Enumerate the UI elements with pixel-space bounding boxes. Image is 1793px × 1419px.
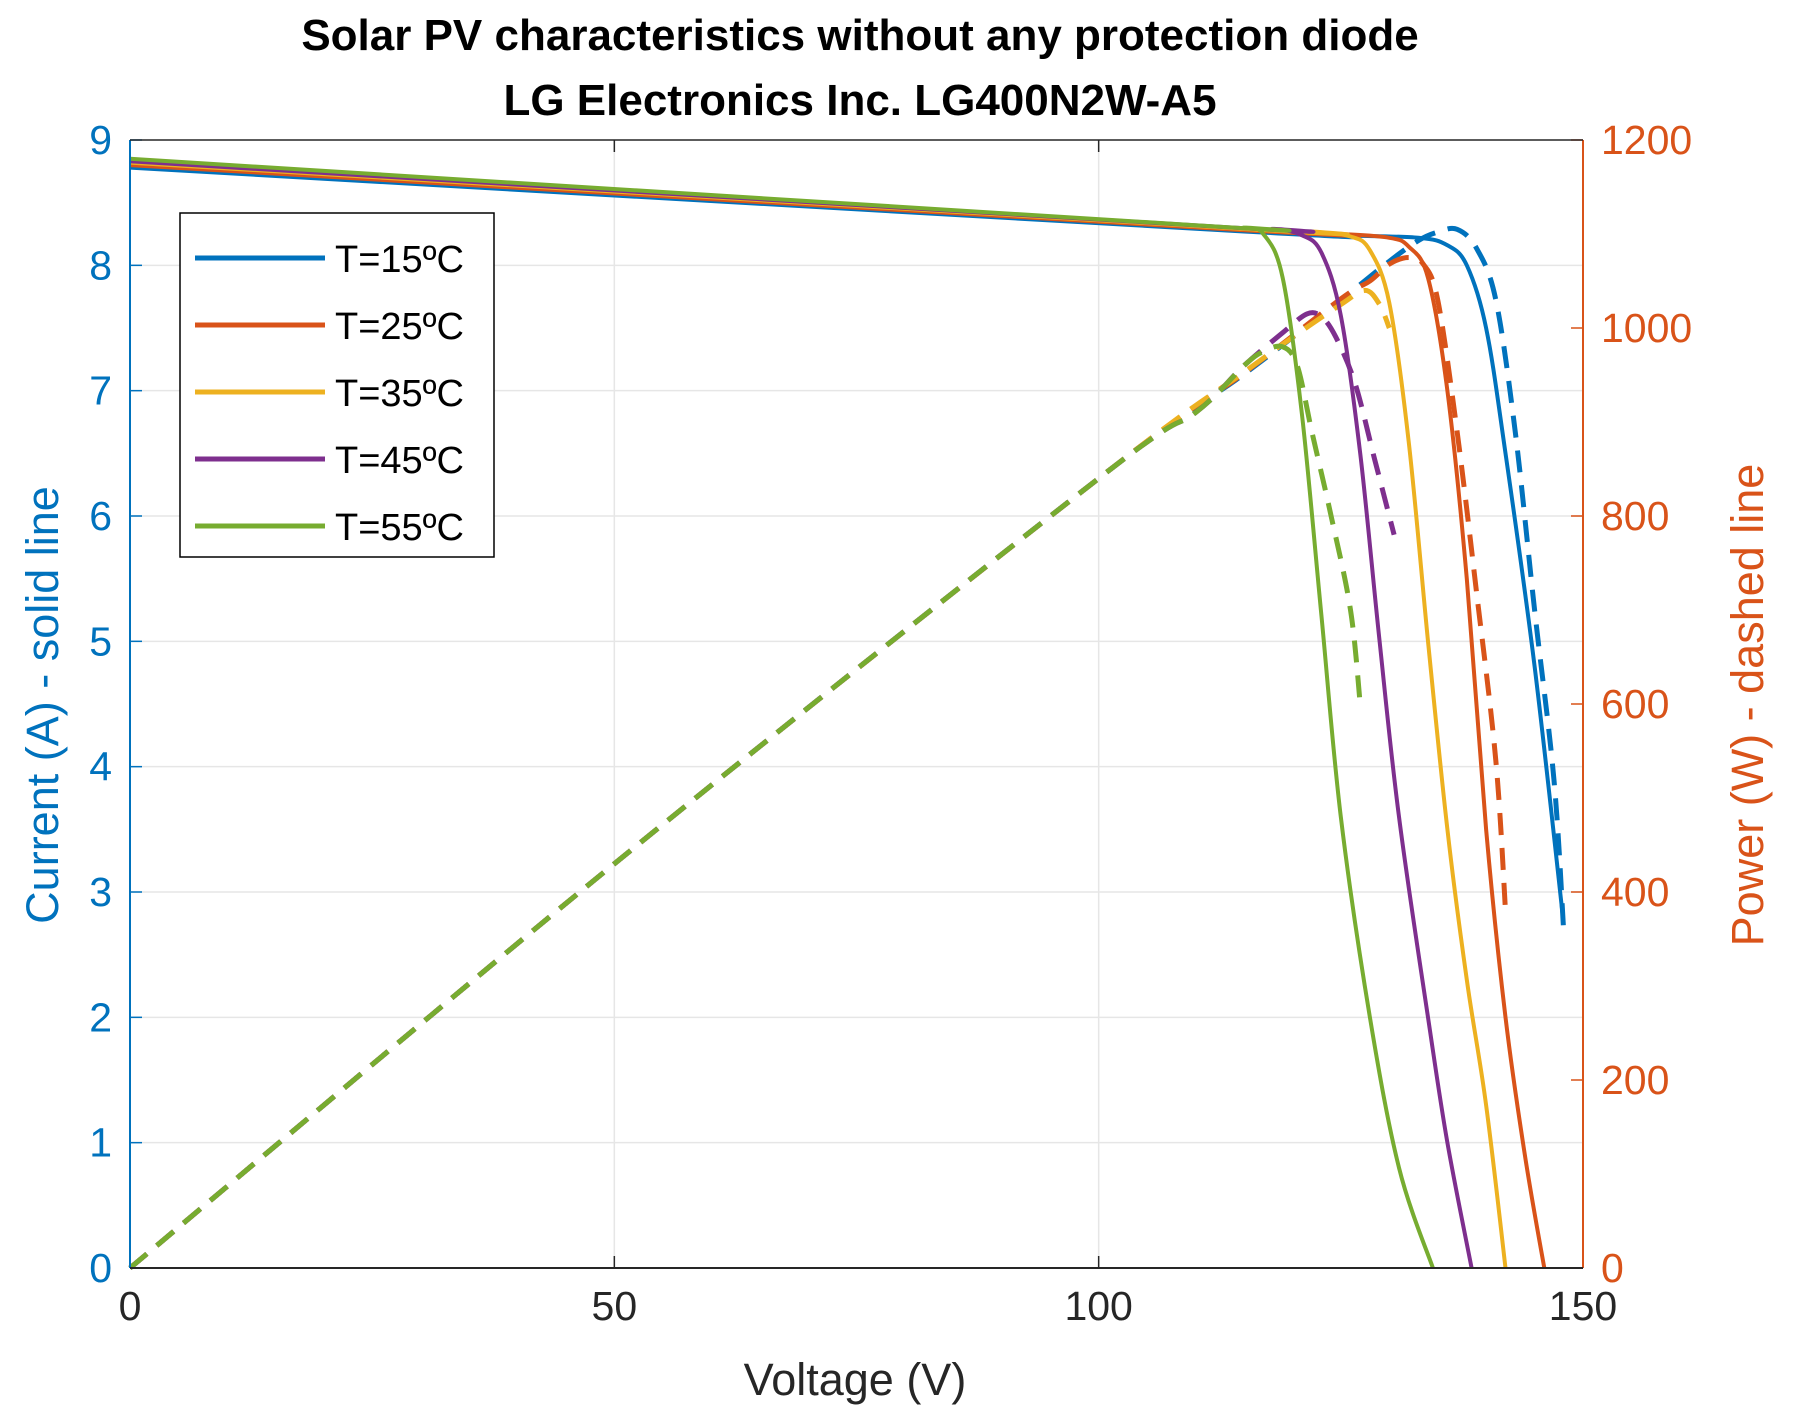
legend-label: T=15ºC bbox=[335, 239, 464, 281]
y-left-tick-label: 7 bbox=[89, 368, 112, 414]
legend-label: T=55ºC bbox=[335, 507, 464, 549]
y-right-tick-label: 200 bbox=[1601, 1057, 1669, 1103]
y-left-tick-label: 0 bbox=[89, 1245, 112, 1291]
y-axis-label-left: Current (A) - solid line bbox=[17, 486, 68, 924]
y-left-tick-label: 2 bbox=[89, 994, 112, 1040]
y-right-tick-label: 1200 bbox=[1601, 117, 1692, 163]
y-left-tick-label: 3 bbox=[89, 869, 112, 915]
y-right-tick-label: 0 bbox=[1601, 1245, 1624, 1291]
legend-label: T=45ºC bbox=[335, 440, 464, 482]
y-left-tick-label: 6 bbox=[89, 493, 112, 539]
x-tick-label: 0 bbox=[119, 1283, 142, 1329]
y-right-tick-label: 800 bbox=[1601, 493, 1669, 539]
y-left-tick-label: 4 bbox=[89, 744, 112, 790]
chart-title-line-1: Solar PV characteristics without any pro… bbox=[301, 11, 1418, 60]
y-axis-label-right: Power (W) - dashed line bbox=[1722, 464, 1773, 947]
y-left-tick-label: 9 bbox=[89, 117, 112, 163]
y-right-tick-label: 1000 bbox=[1601, 305, 1692, 351]
legend: T=15ºC T=25ºC T=35ºC T=45ºC T=55ºC bbox=[179, 212, 495, 558]
y-left-tick-label: 1 bbox=[89, 1120, 112, 1166]
data-series bbox=[128, 156, 1567, 1270]
y-right-tick-label: 600 bbox=[1601, 681, 1669, 727]
current-curve-T55 bbox=[129, 156, 1435, 1269]
y-left-tick-label: 5 bbox=[89, 618, 112, 664]
legend-label: T=25ºC bbox=[335, 306, 464, 348]
y-right-tick-label: 400 bbox=[1601, 869, 1669, 915]
y-left-tick-label: 8 bbox=[89, 242, 112, 288]
x-axis-label: Voltage (V) bbox=[744, 1354, 967, 1405]
x-tick-label: 150 bbox=[1549, 1283, 1617, 1329]
x-tick-label: 100 bbox=[1064, 1283, 1132, 1329]
power-curve-T25 bbox=[128, 254, 1508, 1270]
grid-lines bbox=[130, 140, 1583, 1268]
legend-label: T=35ºC bbox=[335, 373, 464, 415]
x-tick-label: 50 bbox=[592, 1283, 638, 1329]
legend-box bbox=[179, 212, 495, 558]
chart-title-line-2: LG Electronics Inc. LG400N2W-A5 bbox=[503, 76, 1216, 125]
power-curve-T35 bbox=[128, 287, 1392, 1270]
